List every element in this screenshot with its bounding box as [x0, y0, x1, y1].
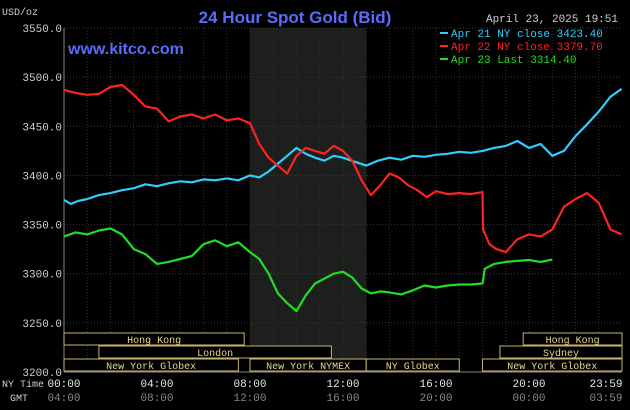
market-session-box — [365, 358, 460, 372]
market-session-box — [499, 345, 623, 359]
x-tick-label-gmt: 12:00 — [233, 393, 266, 405]
x-tick-label-ny: 08:00 — [233, 379, 266, 391]
x-tick-label-ny: 12:00 — [326, 379, 359, 391]
x-tick-label-ny: 00:00 — [47, 379, 80, 391]
highlight-band — [250, 28, 367, 372]
x-tick-label-ny: 04:00 — [140, 379, 173, 391]
market-session-label: Hong Kong — [546, 336, 600, 347]
legend-entry: Apr 23 Last 3314.40 — [451, 55, 576, 67]
x-tick-label-gmt: 03:59 — [589, 393, 622, 405]
market-session-label: NY Globex — [386, 361, 440, 373]
market-session-box — [482, 358, 623, 372]
nymex-session-band — [250, 28, 367, 372]
market-session-box — [522, 332, 623, 346]
x-tick-label-gmt: 16:00 — [326, 393, 359, 405]
market-session-label: New York Globex — [507, 361, 597, 373]
brand-watermark: www.kitco.com — [67, 41, 184, 58]
x-tick-label-ny: 16:00 — [419, 379, 452, 391]
y-tick-label: 3550.0 — [22, 24, 62, 36]
market-session-label: New York NYMEX — [266, 361, 350, 373]
market-session-box — [63, 332, 245, 346]
market-session-label: New York Globex — [106, 361, 196, 373]
market-session-label: Hong Kong — [127, 336, 181, 347]
y-tick-label: 3500.0 — [22, 73, 62, 85]
chart-title: 24 Hour Spot Gold (Bid) — [199, 8, 392, 27]
legend-entry: Apr 21 NY close 3423.40 — [451, 29, 603, 41]
axes: 3550.0 3500.0 3450.0 3400.0 3350.0 3300.0 3250… — [22, 24, 622, 380]
y-tick-label: 3250.0 — [22, 319, 62, 331]
series-line-1 — [63, 88, 623, 205]
y-tick-label: 3400.0 — [22, 171, 62, 183]
series-line-3 — [63, 227, 553, 313]
chart-timestamp: April 23, 2025 19:51 — [486, 14, 618, 26]
x-axis-labels: NY Time GMT 00:00 04:00 04:00 08:00 08:00 12:… — [2, 379, 623, 405]
x-tick-label-gmt: 08:00 — [140, 393, 173, 405]
market-session-label: London — [197, 348, 233, 360]
y-tick-label: 3450.0 — [22, 122, 62, 134]
y-axis-unit: USD/oz — [2, 7, 38, 19]
market-session-label: Sydney — [543, 348, 579, 360]
x-tick-label-gmt: 04:00 — [47, 393, 80, 405]
x-tick-label-ny: 20:00 — [512, 379, 545, 391]
x-tick-label-gmt: 00:00 — [512, 393, 545, 405]
market-session-box — [63, 358, 239, 372]
series-line-2 — [63, 83, 622, 254]
ny-time-caption: NY Time — [2, 379, 44, 391]
legend-entry: Apr 22 NY close 3379.70 — [451, 42, 603, 54]
x-tick-label-ny: 23:59 — [589, 379, 622, 391]
market-session-box — [98, 345, 332, 359]
series — [63, 83, 623, 313]
x-tick-label-gmt: 20:00 — [419, 393, 452, 405]
y-tick-label: 3300.0 — [22, 270, 62, 282]
gmt-caption: GMT — [10, 394, 28, 405]
y-tick-label: 3200.0 — [22, 368, 62, 380]
y-tick-label: 3350.0 — [22, 221, 62, 233]
